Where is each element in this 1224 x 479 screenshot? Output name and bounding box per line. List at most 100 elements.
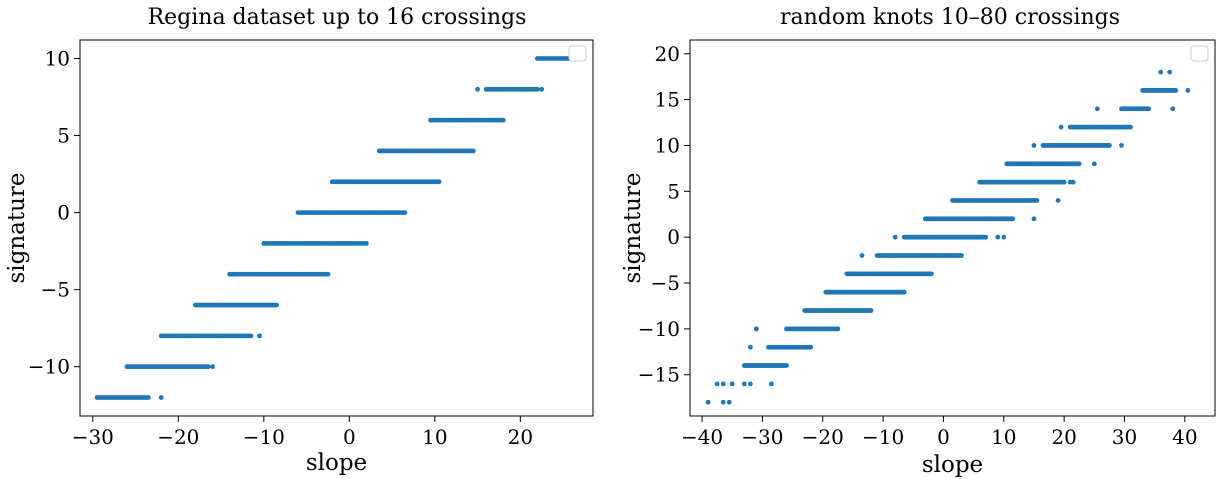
chart-panel-left: Regina dataset up to 16 crossings −30 −20 −… — [4, 5, 594, 476]
data-point — [1034, 198, 1040, 203]
data-point — [892, 234, 898, 240]
data-point — [928, 271, 934, 277]
y-tick-label: 5 — [667, 179, 680, 203]
data-point — [436, 179, 442, 185]
x-tick-label: 0 — [937, 425, 950, 449]
y-tick-label: 15 — [655, 88, 680, 112]
x-tick-label: 10 — [991, 425, 1016, 449]
data-point — [1158, 69, 1164, 75]
data-point — [726, 399, 732, 405]
chart-panel-right: random knots 10–80 crossings −40 −30 −20 −10… — [620, 5, 1216, 478]
x-tick-label: −10 — [243, 425, 285, 449]
data-point — [1061, 179, 1067, 185]
data-point — [1185, 88, 1191, 93]
x-tick-label: −20 — [157, 425, 199, 449]
data-point — [959, 253, 964, 258]
data-point — [1031, 143, 1037, 148]
y-tick-label: 5 — [57, 124, 70, 148]
data-point — [257, 333, 262, 339]
data-point — [1058, 124, 1064, 130]
x-tick-label: −20 — [802, 425, 844, 449]
y-tick-label: 0 — [57, 201, 70, 225]
data-point — [1122, 106, 1127, 112]
data-point — [983, 234, 989, 240]
data-point — [402, 210, 408, 215]
data-point — [1076, 161, 1082, 167]
data-point — [1119, 143, 1124, 148]
legend-box — [1190, 45, 1209, 62]
data-point — [784, 363, 789, 368]
y-tick-label: −5 — [41, 278, 70, 302]
data-point — [720, 399, 726, 405]
data-point — [1128, 124, 1133, 130]
data-point — [747, 381, 753, 387]
x-axis-label: slope — [306, 450, 367, 476]
x-tick-label: 20 — [508, 425, 533, 449]
x-tick-label: −40 — [681, 425, 723, 449]
data-point — [868, 308, 874, 313]
data-point — [729, 381, 735, 387]
data-point — [470, 148, 476, 154]
data-point — [535, 86, 540, 92]
data-point — [886, 253, 892, 258]
data-point — [248, 333, 254, 339]
data-point — [1107, 143, 1112, 148]
y-axis-label: signature — [4, 172, 30, 283]
data-point — [274, 302, 280, 308]
x-tick-label: 40 — [1172, 425, 1197, 449]
x-axis-label: slope — [922, 452, 983, 478]
x-tick-label: −30 — [741, 425, 783, 449]
data-point — [1146, 106, 1152, 112]
data-point — [714, 381, 720, 387]
data-point — [747, 344, 753, 350]
y-tick-label: 10 — [655, 133, 680, 157]
data-point — [1094, 106, 1100, 112]
x-tick-label: 30 — [1112, 425, 1137, 449]
plot-area — [689, 39, 1216, 417]
x-tick-label: 10 — [422, 425, 447, 449]
y-tick-label: −10 — [28, 355, 70, 379]
y-tick-label: 0 — [667, 225, 680, 249]
data-point — [720, 381, 726, 387]
data-point — [1173, 88, 1179, 93]
y-tick-label: −15 — [638, 363, 680, 387]
data-point — [1055, 198, 1061, 203]
x-tick-label: 20 — [1051, 425, 1076, 449]
data-point — [1031, 216, 1037, 222]
data-point — [539, 86, 545, 92]
data-point — [1001, 234, 1007, 240]
data-point — [158, 395, 164, 400]
legend-box — [568, 45, 587, 62]
data-point — [1167, 69, 1173, 75]
chart-title: random knots 10–80 crossings — [780, 5, 1120, 30]
data-point — [835, 326, 841, 332]
data-point — [753, 326, 759, 332]
data-point — [705, 399, 711, 405]
x-tick-label: −10 — [862, 425, 904, 449]
x-tick-label: −30 — [72, 425, 114, 449]
data-point — [325, 271, 331, 277]
data-point — [901, 289, 907, 295]
data-point — [146, 395, 151, 400]
data-point — [475, 86, 480, 92]
data-point — [995, 234, 1001, 240]
plot-area — [79, 39, 594, 417]
data-point — [210, 364, 215, 370]
data-point — [808, 344, 814, 350]
y-tick-label: −5 — [651, 271, 680, 295]
data-points — [705, 51, 1200, 405]
y-tick-label: −10 — [638, 317, 680, 341]
data-point — [500, 117, 506, 123]
data-point — [364, 241, 369, 246]
data-point — [741, 381, 747, 387]
y-tick-label: 20 — [655, 42, 680, 66]
x-tick-label: 0 — [343, 425, 356, 449]
chart-title: Regina dataset up to 16 crossings — [148, 5, 527, 30]
data-point — [205, 364, 211, 370]
data-point — [1070, 179, 1076, 185]
data-point — [769, 381, 774, 387]
data-point — [1091, 161, 1097, 167]
data-points — [94, 56, 579, 400]
y-axis-label: signature — [620, 172, 646, 283]
